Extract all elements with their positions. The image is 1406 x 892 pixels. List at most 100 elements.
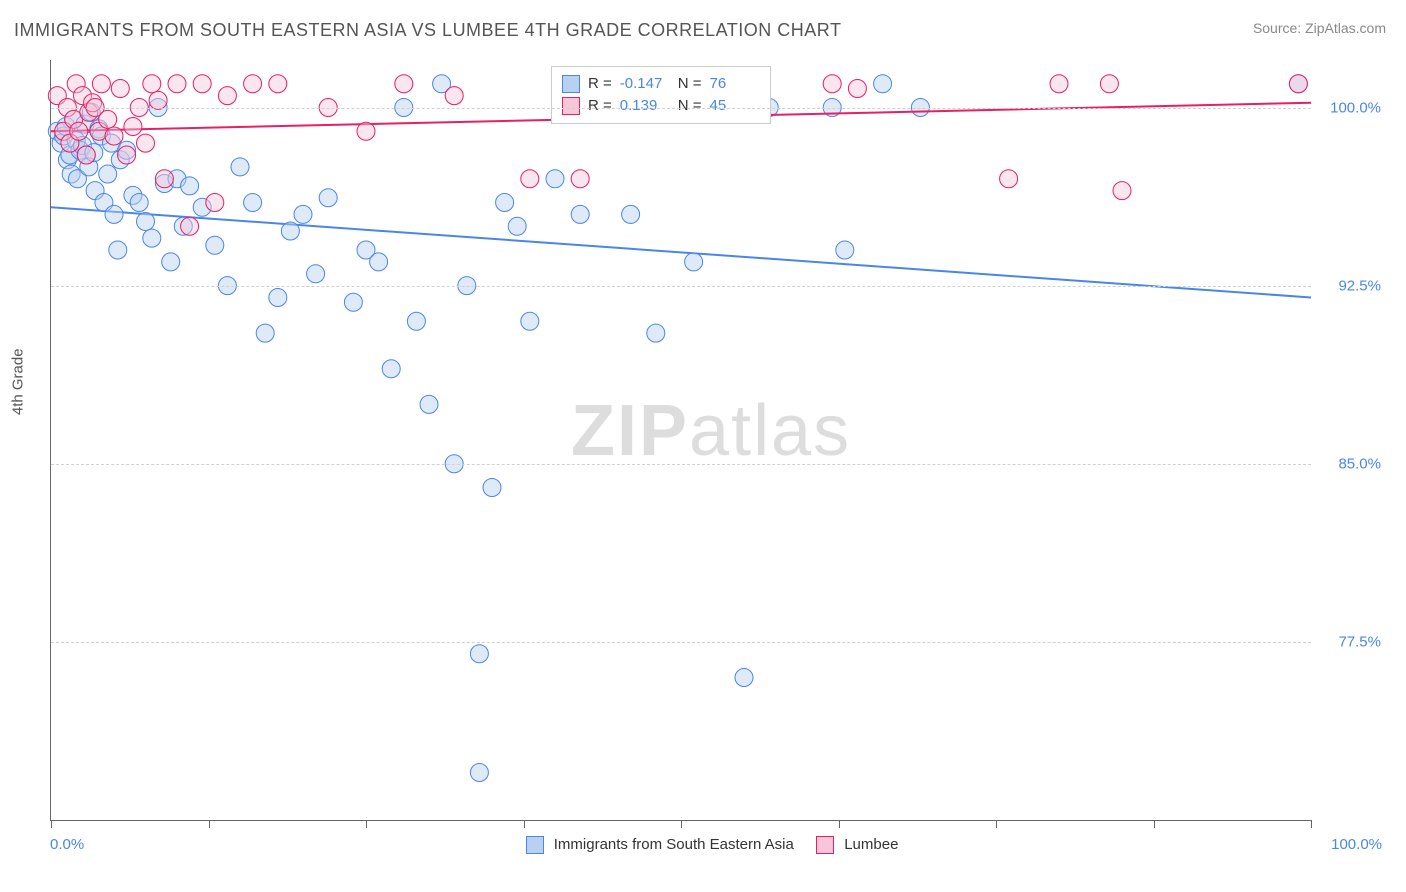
data-point: [118, 146, 136, 164]
data-point: [137, 213, 155, 231]
data-point: [546, 170, 564, 188]
data-point: [319, 189, 337, 207]
legend-n-value-2: 45: [710, 95, 760, 117]
data-point: [130, 194, 148, 212]
data-point: [407, 312, 425, 330]
gridline-h: [51, 642, 1311, 643]
legend-swatch-1: [562, 75, 580, 93]
x-tick: [839, 820, 840, 828]
legend-r-label-1: R =: [588, 73, 612, 95]
data-point: [231, 158, 249, 176]
data-point: [735, 669, 753, 687]
data-point: [143, 75, 161, 93]
gridline-h: [51, 464, 1311, 465]
data-point: [206, 194, 224, 212]
legend-bottom-swatch-1: [526, 836, 544, 854]
data-point: [483, 479, 501, 497]
data-point: [420, 395, 438, 413]
legend-r-value-1: -0.147: [620, 73, 670, 95]
data-point: [77, 146, 95, 164]
data-point: [105, 205, 123, 223]
data-point: [244, 75, 262, 93]
data-point: [137, 134, 155, 152]
data-point: [382, 360, 400, 378]
data-point: [685, 253, 703, 271]
y-tick-label: 85.0%: [1338, 455, 1381, 472]
legend-inset: R = -0.147 N = 76 R = 0.139 N = 45: [551, 66, 771, 124]
y-tick-label: 100.0%: [1330, 99, 1381, 116]
data-point: [111, 80, 129, 98]
gridline-h: [51, 286, 1311, 287]
data-point: [99, 165, 117, 183]
data-point: [823, 75, 841, 93]
data-point: [1289, 75, 1307, 93]
data-point: [1113, 182, 1131, 200]
plot-area: ZIPatlas R = -0.147 N = 76 R = 0.139 N =…: [50, 60, 1311, 821]
legend-bottom: Immigrants from South Eastern Asia Lumbe…: [0, 836, 1406, 854]
data-point: [357, 122, 375, 140]
data-point: [874, 75, 892, 93]
data-point: [344, 293, 362, 311]
legend-n-label-2: N =: [678, 95, 702, 117]
data-point: [647, 324, 665, 342]
data-point: [470, 645, 488, 663]
chart-title: IMMIGRANTS FROM SOUTH EASTERN ASIA VS LU…: [14, 20, 841, 41]
data-point: [294, 205, 312, 223]
data-point: [571, 205, 589, 223]
data-point: [508, 217, 526, 235]
legend-bottom-swatch-2: [816, 836, 834, 854]
data-point: [155, 170, 173, 188]
y-tick-label: 77.5%: [1338, 633, 1381, 650]
data-point: [496, 194, 514, 212]
data-point: [521, 312, 539, 330]
legend-bottom-label-1: Immigrants from South Eastern Asia: [554, 836, 794, 853]
data-point: [181, 217, 199, 235]
legend-r-label-2: R =: [588, 95, 612, 117]
data-point: [218, 87, 236, 105]
legend-n-value-1: 76: [710, 73, 760, 95]
data-point: [109, 241, 127, 259]
data-point: [70, 122, 88, 140]
data-point: [206, 236, 224, 254]
data-point: [193, 75, 211, 93]
data-point: [848, 80, 866, 98]
data-point: [836, 241, 854, 259]
data-point: [370, 253, 388, 271]
chart-svg: [51, 60, 1311, 820]
legend-r-value-2: 0.139: [620, 95, 670, 117]
data-point: [307, 265, 325, 283]
x-tick: [366, 820, 367, 828]
data-point: [622, 205, 640, 223]
x-tick: [681, 820, 682, 828]
data-point: [105, 127, 123, 145]
data-point: [470, 764, 488, 782]
data-point: [395, 75, 413, 93]
legend-bottom-label-2: Lumbee: [844, 836, 898, 853]
data-point: [99, 110, 117, 128]
data-point: [281, 222, 299, 240]
data-point: [521, 170, 539, 188]
data-point: [1000, 170, 1018, 188]
x-tick: [51, 820, 52, 828]
y-axis-title: 4th Grade: [10, 348, 27, 415]
legend-swatch-2: [562, 97, 580, 115]
x-tick: [1154, 820, 1155, 828]
data-point: [1100, 75, 1118, 93]
data-point: [181, 177, 199, 195]
data-point: [269, 75, 287, 93]
x-tick: [1311, 820, 1312, 828]
source-attribution: Source: ZipAtlas.com: [1253, 20, 1386, 36]
legend-row-2: R = 0.139 N = 45: [562, 95, 760, 117]
data-point: [445, 87, 463, 105]
x-tick: [524, 820, 525, 828]
data-point: [124, 118, 142, 136]
legend-row-1: R = -0.147 N = 76: [562, 73, 760, 95]
data-point: [168, 75, 186, 93]
y-tick-label: 92.5%: [1338, 277, 1381, 294]
x-tick: [209, 820, 210, 828]
legend-n-label-1: N =: [678, 73, 702, 95]
data-point: [92, 75, 110, 93]
data-point: [1050, 75, 1068, 93]
trend-line: [51, 207, 1311, 297]
x-tick: [996, 820, 997, 828]
